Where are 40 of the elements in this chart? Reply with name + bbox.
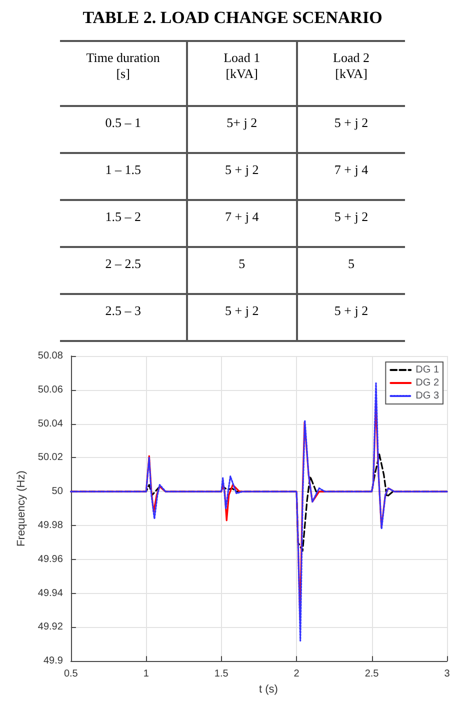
- legend-label: DG 2: [416, 378, 440, 388]
- x-tick-label: 2.5: [364, 668, 380, 680]
- text: 5 + j 2: [187, 294, 297, 341]
- y-tick-label: 49.92: [38, 622, 64, 633]
- text: 5: [187, 247, 297, 294]
- x-tick-label: 0.5: [64, 668, 78, 680]
- text: 1.5 – 2: [104, 208, 142, 226]
- text: 5: [296, 247, 405, 294]
- text: TABLE 2. LOAD CHANGE SCENARIO: [82, 8, 384, 28]
- y-axis-title: Frequency (Hz): [16, 470, 28, 546]
- y-tick-label: 49.98: [38, 520, 64, 531]
- text: 5 + j 2: [296, 106, 405, 153]
- y-tick-label: 49.94: [38, 588, 64, 599]
- x-tick-label: 2: [294, 668, 300, 680]
- legend-label: DG 1: [416, 364, 440, 376]
- text: 2 – 2.5: [104, 255, 142, 273]
- text: 0.5 – 1: [104, 114, 142, 132]
- y-tick-label: 50.02: [38, 452, 64, 464]
- text: 1 – 1.5: [104, 161, 142, 179]
- y-tick-label: 49.96: [38, 554, 64, 565]
- y-tick-label: 50.06: [38, 384, 64, 396]
- text: 7 + j 4: [187, 200, 297, 247]
- x-tick-label: 3: [444, 668, 450, 680]
- text: Load 1 [kVA]: [187, 41, 297, 106]
- text: 5 + j 2: [296, 200, 405, 247]
- y-tick-label: 50: [52, 486, 64, 498]
- text: 2.5 – 3: [104, 302, 142, 320]
- legend-label: DG 3: [416, 390, 440, 402]
- text: 5 + j 2: [296, 294, 405, 341]
- y-tick-label: 50.08: [38, 350, 64, 362]
- text: 5+ j 2: [187, 106, 297, 153]
- y-tick-label: 49.9: [43, 656, 64, 667]
- text: Time duration [s]: [85, 49, 161, 83]
- x-tick-label: 1: [143, 668, 150, 680]
- text: 5 + j 2: [187, 153, 297, 200]
- y-tick-label: 50.04: [38, 418, 64, 430]
- text: Load 2 [kVA]: [296, 41, 405, 106]
- x-tick-label: 1.5: [214, 668, 229, 680]
- text: 7 + j 4: [296, 153, 405, 200]
- x-axis-title: t (s): [258, 684, 278, 696]
